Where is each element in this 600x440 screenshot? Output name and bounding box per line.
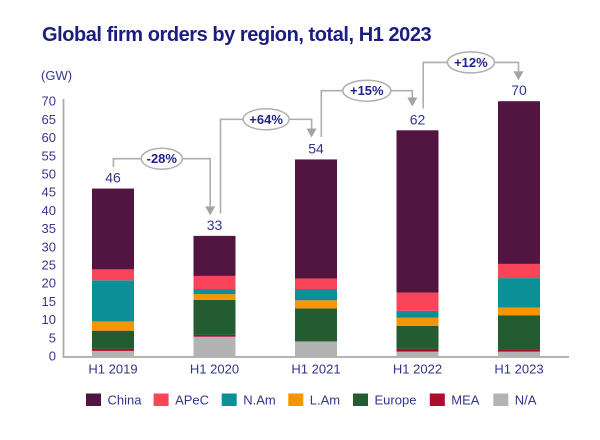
svg-text:L.Am: L.Am (310, 393, 340, 408)
svg-text:30: 30 (42, 239, 56, 254)
svg-text:70: 70 (511, 82, 527, 98)
svg-text:45: 45 (42, 185, 56, 200)
svg-text:10: 10 (42, 312, 56, 327)
svg-text:Global firm orders by region,: Global firm orders by region, total, H1 … (42, 24, 432, 46)
svg-text:40: 40 (42, 203, 56, 218)
svg-text:0: 0 (49, 349, 56, 364)
svg-text:China: China (108, 393, 143, 408)
svg-text:50: 50 (42, 167, 56, 182)
svg-text:55: 55 (42, 148, 56, 163)
svg-text:20: 20 (42, 276, 56, 291)
svg-text:54: 54 (308, 140, 324, 156)
svg-text:N/A: N/A (515, 393, 537, 408)
svg-text:N.Am: N.Am (243, 393, 276, 408)
svg-text:H1 2021: H1 2021 (291, 362, 340, 377)
svg-text:+64%: +64% (249, 112, 283, 127)
svg-text:33: 33 (207, 217, 223, 233)
svg-text:+12%: +12% (454, 55, 488, 70)
svg-text:62: 62 (410, 111, 426, 127)
svg-text:H1 2023: H1 2023 (494, 362, 543, 377)
svg-text:Europe: Europe (375, 393, 417, 408)
svg-text:H1 2022: H1 2022 (393, 362, 442, 377)
svg-text:H1 2020: H1 2020 (190, 362, 239, 377)
svg-text:5: 5 (49, 330, 56, 345)
svg-text:15: 15 (42, 294, 56, 309)
svg-text:60: 60 (42, 130, 56, 145)
svg-text:APeC: APeC (175, 393, 209, 408)
svg-text:65: 65 (42, 112, 56, 127)
svg-text:25: 25 (42, 258, 56, 273)
svg-text:-28%: -28% (147, 151, 178, 166)
svg-text:46: 46 (105, 170, 121, 186)
svg-text:(GW): (GW) (41, 68, 72, 83)
svg-text:H1 2019: H1 2019 (88, 362, 137, 377)
svg-text:70: 70 (42, 94, 56, 109)
svg-text:+15%: +15% (350, 83, 384, 98)
svg-text:35: 35 (42, 221, 56, 236)
svg-text:MEA: MEA (451, 393, 480, 408)
